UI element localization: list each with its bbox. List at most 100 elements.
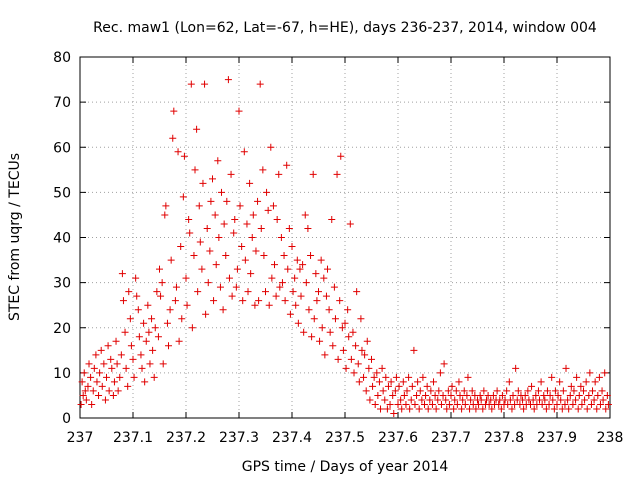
data-point — [235, 107, 243, 115]
data-point — [341, 319, 349, 327]
data-point — [153, 288, 161, 296]
data-point — [220, 220, 228, 228]
data-point — [263, 188, 271, 196]
data-point — [580, 387, 587, 395]
data-point — [557, 396, 565, 404]
data-point — [342, 364, 350, 372]
data-point — [591, 378, 599, 386]
data-point — [171, 297, 179, 305]
data-point — [280, 252, 288, 260]
data-point — [337, 152, 345, 160]
data-point — [199, 179, 207, 187]
data-point — [572, 396, 580, 404]
x-tick-label: 237.2 — [166, 430, 206, 446]
data-point — [215, 234, 223, 241]
data-point — [224, 76, 232, 84]
data-point — [427, 387, 435, 395]
data-point — [386, 400, 394, 408]
data-point — [419, 373, 427, 381]
data-point — [464, 373, 472, 381]
data-point — [589, 387, 597, 395]
data-point — [540, 391, 548, 399]
data-point — [238, 243, 246, 251]
data-point — [467, 396, 475, 404]
data-point — [158, 279, 166, 287]
data-point — [169, 134, 177, 142]
data-point — [316, 337, 324, 345]
data-point — [371, 400, 379, 408]
data-point — [321, 351, 329, 359]
data-point — [107, 355, 115, 363]
data-point — [434, 396, 442, 404]
data-point — [451, 396, 459, 404]
data-point — [397, 396, 405, 404]
data-point — [207, 197, 215, 205]
data-point — [550, 405, 558, 413]
data-point — [291, 274, 299, 282]
data-point — [436, 369, 444, 377]
data-point — [581, 396, 589, 404]
data-point — [179, 193, 187, 201]
data-point — [373, 369, 381, 377]
data-point — [328, 215, 336, 223]
data-point — [322, 292, 330, 300]
data-point — [209, 175, 216, 183]
data-point — [174, 148, 182, 156]
data-point — [292, 301, 300, 309]
data-point — [134, 306, 142, 314]
data-point — [399, 378, 407, 386]
data-point — [472, 405, 480, 413]
data-point — [310, 315, 318, 323]
data-point — [400, 391, 408, 399]
data-point — [504, 400, 512, 408]
data-point — [259, 166, 267, 174]
data-point — [443, 405, 451, 413]
data-point — [368, 355, 375, 363]
data-point — [145, 328, 153, 336]
data-point — [534, 387, 542, 395]
data-point — [299, 261, 307, 269]
data-point — [570, 387, 578, 395]
data-point — [461, 400, 469, 408]
data-point — [402, 400, 410, 408]
plot-frame — [79, 56, 611, 419]
data-point — [488, 405, 496, 413]
data-point — [422, 391, 430, 399]
data-point — [186, 229, 194, 237]
data-point — [369, 382, 377, 390]
data-point — [405, 373, 413, 381]
data-point — [101, 396, 109, 404]
data-point — [529, 396, 537, 404]
data-point — [248, 234, 256, 241]
data-point — [358, 346, 366, 354]
data-point — [503, 387, 511, 395]
data-point — [489, 391, 497, 399]
data-point — [509, 391, 517, 399]
data-point — [275, 170, 283, 178]
data-point — [142, 337, 150, 345]
data-point — [520, 405, 528, 413]
data-point — [602, 405, 610, 413]
data-point — [324, 265, 332, 273]
data-point — [177, 243, 185, 251]
data-point — [411, 400, 419, 408]
data-point — [423, 382, 431, 390]
data-point — [121, 328, 129, 336]
data-point — [82, 396, 90, 404]
data-point — [566, 391, 574, 399]
data-point — [252, 247, 260, 255]
data-point — [180, 152, 188, 160]
data-point — [538, 400, 546, 408]
data-point — [466, 405, 474, 413]
data-point — [338, 324, 346, 332]
data-point — [389, 391, 397, 399]
x-tick-label: 237.8 — [484, 430, 524, 446]
data-point — [239, 297, 247, 305]
data-point — [305, 306, 313, 314]
data-point — [450, 405, 458, 413]
data-point — [247, 270, 255, 278]
data-point — [271, 261, 279, 269]
data-point — [80, 369, 88, 377]
data-point — [81, 387, 89, 395]
data-point — [88, 400, 96, 408]
